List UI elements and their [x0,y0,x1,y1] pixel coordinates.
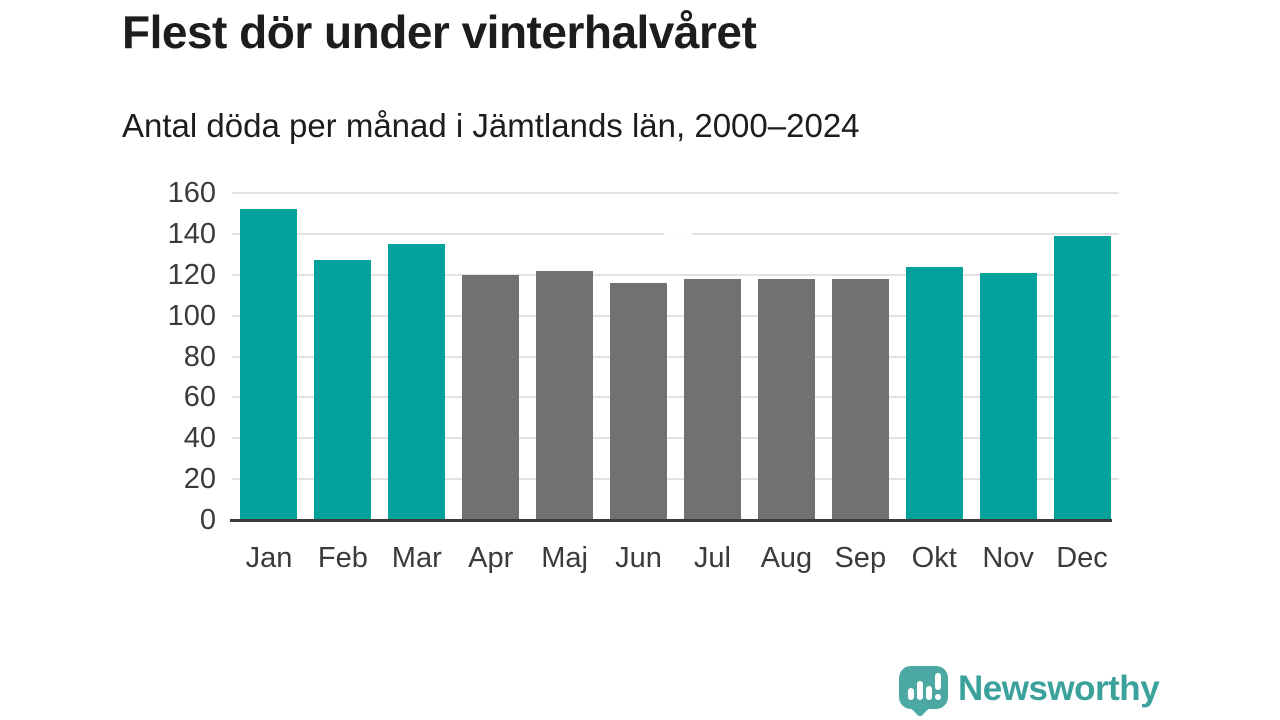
newsworthy-branding: Newsworthy [899,666,1160,718]
x-tick-label-feb: Feb [317,542,368,574]
logo-exclamation-dot [935,694,941,700]
x-tick-label-nov: Nov [982,542,1034,574]
y-tick-label-120: 120 [167,258,216,291]
bar-jan [240,209,298,520]
bar-jun [610,282,668,520]
x-tick-label-jul: Jul [693,542,731,574]
bar-maj [536,270,594,520]
y-tick-label-140: 140 [167,217,216,250]
y-tick-label-0: 0 [199,504,216,536]
logo-bar-2 [917,681,923,700]
x-tick-label-dec: Dec [1056,542,1108,574]
bar-aug [757,278,815,520]
gridline-120 [232,273,1119,276]
bar-sep [831,278,889,520]
logo-exclamation-icon [935,673,941,690]
x-tick-label-jun: Jun [615,542,662,574]
x-tick-label-mar: Mar [391,542,442,574]
logo-bar-1 [908,688,914,700]
bar-feb [314,260,372,520]
x-tick-label-okt: Okt [911,542,957,574]
y-tick-label-160: 160 [167,177,216,209]
y-tick-label-20: 20 [183,463,216,496]
plot-area [230,192,1119,522]
x-axis-labels: Jan Feb Mar Apr Maj Jun Jul Aug Sep Okt Nov Dec [232,540,1119,580]
x-tick-label-maj: Maj [541,542,588,574]
x-tick-label-sep: Sep [834,542,887,574]
gridline-140 [232,231,1119,235]
y-tick-label-40: 40 [183,422,216,455]
bar-apr [462,274,520,520]
chart-subtitle: Antal döda per månad i Jämtlands län, 20… [122,107,860,144]
chart-title: Flest dör under vinterhalvåret [122,6,757,58]
newsworthy-chart-speech-bubble-icon [899,666,948,709]
bar-okt [905,266,963,520]
gridline-100 [232,314,1119,317]
bar-dec [1053,235,1111,520]
y-tick-label-60: 60 [183,381,216,414]
y-tick-label-100: 100 [167,299,216,332]
bar-mar [388,244,446,520]
gridline-160 [232,192,1119,194]
x-tick-label-jan: Jan [245,542,293,574]
gridline-gap-artifact [664,231,692,235]
bar-jul [683,278,741,520]
logo-bar-3 [926,686,932,700]
newsworthy-wordmark: Newsworthy [958,669,1160,708]
bar-nov [979,272,1037,520]
gridline-60 [232,396,1119,399]
x-tick-label-apr: Apr [468,542,514,574]
y-tick-label-80: 80 [183,340,216,373]
gridline-20 [232,478,1119,481]
y-axis-labels: 0 20 40 60 80 100 120 140 160 [110,177,216,536]
x-axis-line [230,519,1112,522]
gridline-40 [232,437,1119,440]
gridline-80 [232,355,1119,358]
x-tick-label-aug: Aug [760,542,813,574]
